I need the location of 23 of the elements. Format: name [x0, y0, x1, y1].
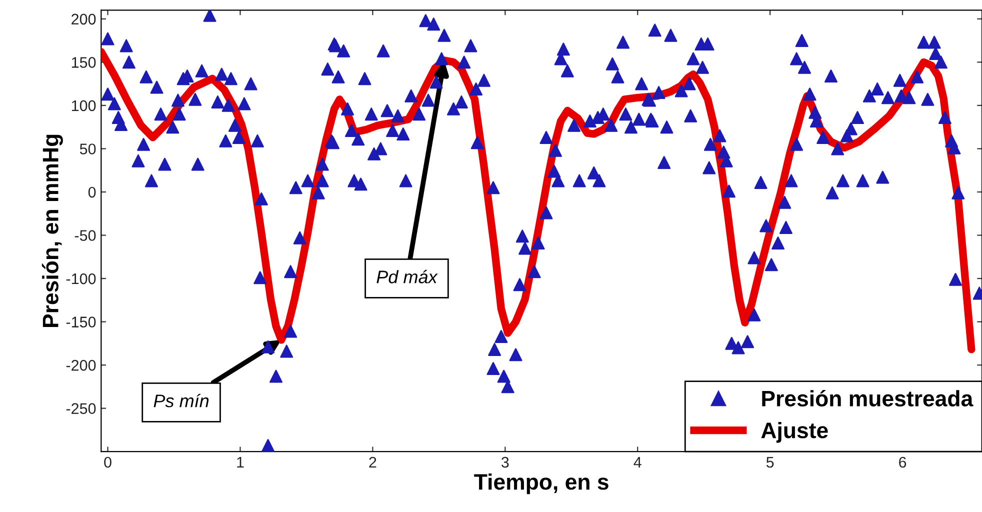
x-tick-label: 1: [237, 457, 244, 468]
y-tick-label: -50: [74, 230, 96, 241]
y-tick-label: 100: [72, 100, 96, 112]
x-tick-label: 0: [104, 456, 112, 468]
y-tick-label: 150: [72, 57, 96, 68]
y-tick-label: -100: [66, 273, 96, 284]
annotation: Ps mín: [154, 394, 209, 408]
annotation: Pd máx: [376, 270, 438, 284]
x-tick-label: 2: [369, 456, 376, 468]
legend-label: Ajuste: [761, 422, 828, 443]
legend-label: Presión muestreada: [762, 390, 974, 406]
x-tick-label: 5: [766, 457, 774, 468]
y-axis-title: Presión, en mmHg: [42, 134, 63, 327]
x-tick-label: 4: [634, 457, 642, 468]
x-axis-title: Tiempo, en s: [474, 473, 608, 494]
x-tick-label: 3: [501, 456, 509, 468]
y-tick-label: -200: [66, 360, 96, 371]
y-tick-label: -250: [66, 403, 96, 414]
x-tick-label: 6: [899, 456, 906, 468]
y-tick-label: -150: [66, 316, 96, 328]
y-tick-label: 50: [80, 144, 96, 154]
y-tick-label: 0: [88, 186, 96, 198]
y-tick-label: 200: [72, 14, 96, 25]
